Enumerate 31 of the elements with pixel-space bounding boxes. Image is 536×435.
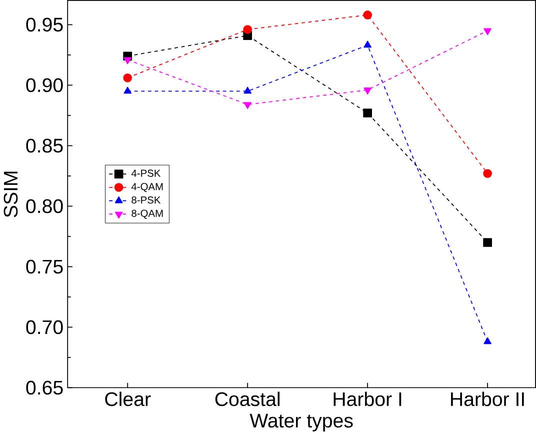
point: [243, 24, 252, 34]
y-tick-label: 0.80: [26, 199, 63, 214]
legend-label: 4-QAM: [131, 182, 163, 192]
legend-label: 4-PSK: [131, 170, 161, 177]
y-tick-label: 0.75: [26, 260, 63, 274]
point: [483, 238, 492, 247]
point: [363, 108, 372, 118]
point: [244, 86, 252, 94]
point: [244, 102, 252, 109]
point: [364, 87, 372, 94]
y-axis-title: SSIM: [4, 172, 18, 218]
x-tick-label: Clear: [105, 392, 151, 406]
y-tick-label: 0.85: [26, 138, 63, 153]
point: [484, 337, 492, 344]
point: [483, 168, 492, 178]
y-tick-label: 0.95: [26, 18, 63, 32]
legend-label: 8-QAM: [132, 210, 163, 219]
point: [363, 10, 372, 20]
point: [123, 73, 132, 82]
point: [484, 28, 492, 36]
point: [124, 57, 132, 64]
x-tick-label: Coastal: [215, 392, 280, 406]
y-tick-label: 0.70: [26, 320, 63, 334]
point: [364, 40, 372, 48]
x-tick-label: Harbor II: [451, 392, 524, 406]
x-axis-title: Water types: [250, 414, 353, 432]
y-tick-label: 0.65: [26, 380, 63, 395]
legend-label: 8-PSK: [132, 196, 161, 204]
y-tick-label: 0.90: [26, 78, 63, 92]
x-tick-label: Harbor I: [334, 392, 402, 406]
point: [124, 86, 132, 94]
